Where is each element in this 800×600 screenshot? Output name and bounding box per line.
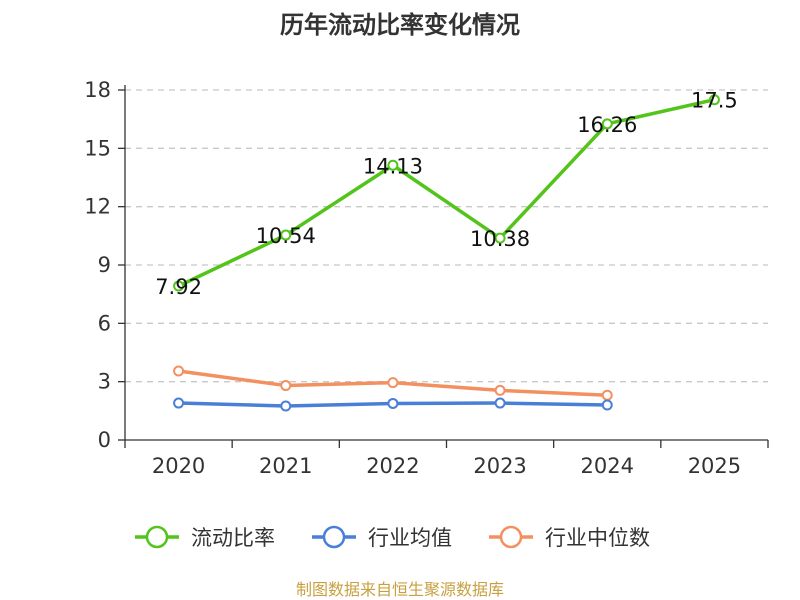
y-tick-label: 15: [84, 136, 111, 160]
legend[interactable]: 流动比率 行业均值 行业中位数: [135, 525, 650, 550]
data-point: [601, 118, 613, 130]
source-note: 制图数据来自恒生聚源数据库: [296, 580, 504, 599]
data-point: [173, 280, 185, 292]
x-tick-label: 2024: [581, 454, 634, 478]
data-point: [601, 399, 613, 411]
y-tick-label: 3: [98, 370, 111, 394]
axes: [118, 85, 769, 448]
legend-label: 行业均值: [368, 526, 452, 550]
legend-swatch-marker: [145, 525, 169, 549]
data-point: [494, 397, 506, 409]
x-tick-label: 2022: [366, 454, 419, 478]
data-point: [387, 377, 399, 389]
x-tick-label: 2020: [152, 454, 205, 478]
data-label: 10.54: [256, 224, 316, 248]
data-label: 14.13: [363, 154, 423, 178]
legend-label: 流动比率: [191, 526, 275, 550]
data-point: [708, 94, 720, 106]
x-tick-label: 2023: [473, 454, 526, 478]
data-label: 7.92: [155, 275, 202, 299]
legend-label: 行业中位数: [545, 526, 650, 550]
data-labels: 7.92 10.54 14.13 10.38 16.26 17.5: [155, 89, 738, 299]
data-point: [494, 232, 506, 244]
x-axis-ticks: 2020 2021 2022 2023 2024 2025: [152, 454, 741, 478]
data-point: [387, 159, 399, 171]
y-tick-label: 6: [98, 311, 111, 335]
legend-swatch-marker: [499, 525, 523, 549]
x-tick-label: 2021: [259, 454, 312, 478]
series-lines: [173, 94, 720, 412]
series-line-0: [176, 97, 717, 288]
x-tick-label: 2025: [688, 454, 741, 478]
data-point: [494, 384, 506, 396]
y-axis-ticks: 0 3 6 9 12 15 18: [84, 78, 111, 452]
data-point: [387, 397, 399, 409]
data-point: [280, 229, 292, 241]
y-tick-label: 18: [84, 78, 111, 102]
y-tick-label: 9: [98, 253, 111, 277]
data-label: 10.38: [470, 227, 530, 251]
data-point: [601, 389, 613, 401]
data-point: [280, 400, 292, 412]
chart-title: 历年流动比率变化情况: [280, 11, 520, 39]
y-tick-label: 0: [98, 428, 111, 452]
grid-lines: [125, 89, 768, 383]
data-label: 16.26: [577, 113, 637, 137]
y-tick-label: 12: [84, 195, 111, 219]
legend-swatch-marker: [322, 525, 346, 549]
data-point: [280, 380, 292, 392]
data-point: [173, 365, 185, 377]
data-label: 17.5: [691, 89, 738, 113]
data-point: [173, 397, 185, 409]
